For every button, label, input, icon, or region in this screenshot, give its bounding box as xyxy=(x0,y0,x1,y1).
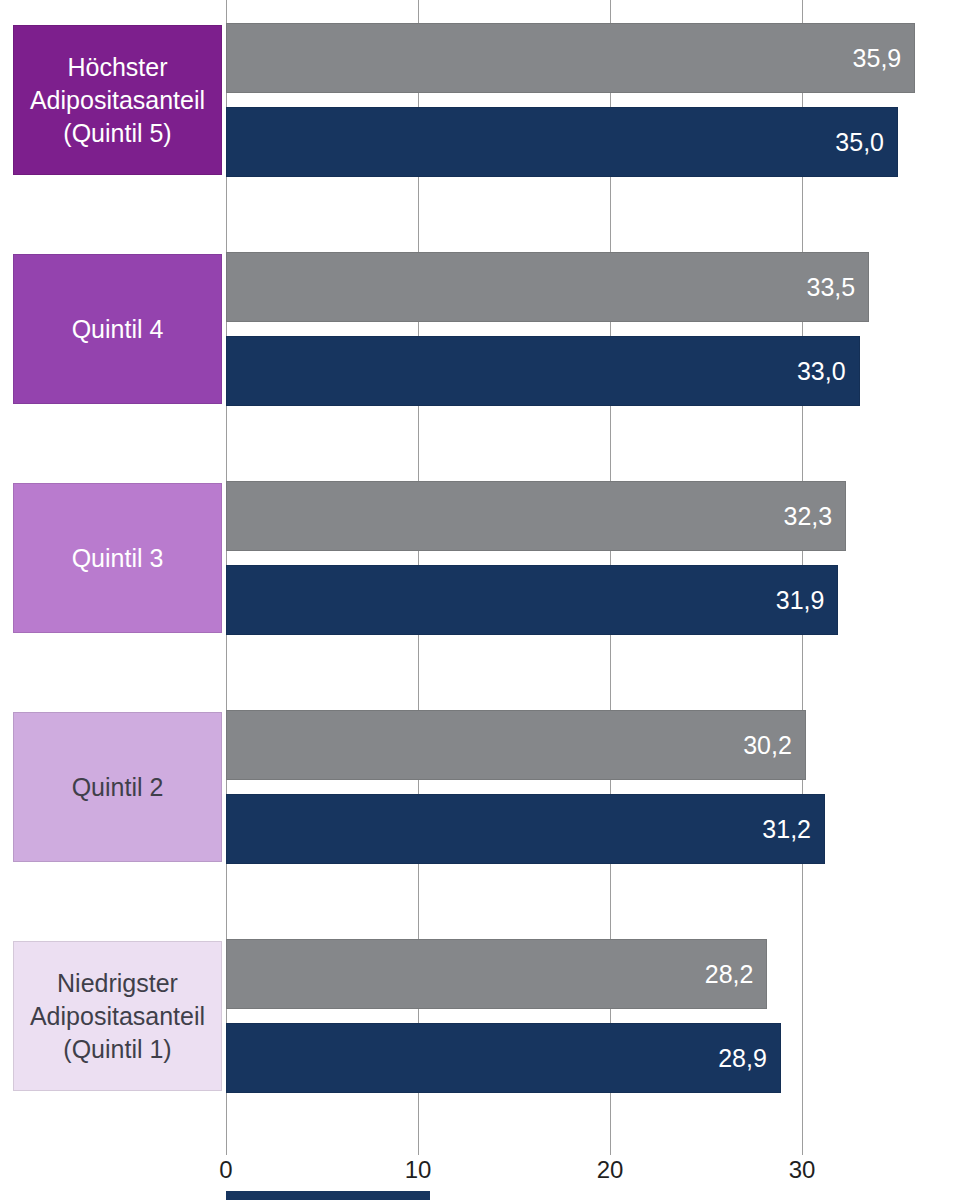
bar-value-label: 33,0 xyxy=(797,336,846,406)
bar-navy-series: 35,0 xyxy=(226,107,898,177)
category-box: Höchster Adipositasanteil (Quintil 5) xyxy=(13,25,222,175)
bar-navy-series: 28,9 xyxy=(226,1023,781,1093)
bar-navy-series: 33,0 xyxy=(226,336,860,406)
bar-navy-series: 31,2 xyxy=(226,794,825,864)
bar-value-label: 32,3 xyxy=(783,481,832,551)
bar-gray-series: 33,5 xyxy=(226,252,869,322)
category-label: Quintil 2 xyxy=(72,771,164,804)
bar-value-label: 31,2 xyxy=(762,794,811,864)
x-tick-label: 10 xyxy=(378,1156,458,1184)
category-box: Niedrigster Adipositasanteil (Quintil 1) xyxy=(13,941,222,1091)
category-box: Quintil 3 xyxy=(13,483,222,633)
bar-gray-series: 32,3 xyxy=(226,481,846,551)
category-label: Höchster Adipositasanteil (Quintil 5) xyxy=(17,51,218,150)
bar-gray-series: 35,9 xyxy=(226,23,915,93)
bar-gray-series: 30,2 xyxy=(226,710,806,780)
category-box: Quintil 2 xyxy=(13,712,222,862)
bar-value-label: 28,2 xyxy=(705,939,754,1009)
x-tick-label: 0 xyxy=(186,1156,266,1184)
bar-value-label: 35,0 xyxy=(835,107,884,177)
bar-value-label: 31,9 xyxy=(776,565,825,635)
category-box: Quintil 4 xyxy=(13,254,222,404)
grouped-horizontal-bar-chart: Höchster Adipositasanteil (Quintil 5) 35,… xyxy=(0,0,960,1200)
bar-value-label: 28,9 xyxy=(718,1023,767,1093)
x-tick-label: 20 xyxy=(570,1156,650,1184)
x-tick-label: 30 xyxy=(762,1156,842,1184)
bar-value-label: 33,5 xyxy=(807,252,856,322)
bar-value-label: 35,9 xyxy=(853,23,902,93)
clipped-bottom-bar xyxy=(226,1191,430,1200)
category-label: Quintil 3 xyxy=(72,542,164,575)
bar-navy-series: 31,9 xyxy=(226,565,838,635)
bar-value-label: 30,2 xyxy=(743,710,792,780)
bar-gray-series: 28,2 xyxy=(226,939,767,1009)
category-label: Quintil 4 xyxy=(72,313,164,346)
category-label: Niedrigster Adipositasanteil (Quintil 1) xyxy=(17,967,218,1066)
